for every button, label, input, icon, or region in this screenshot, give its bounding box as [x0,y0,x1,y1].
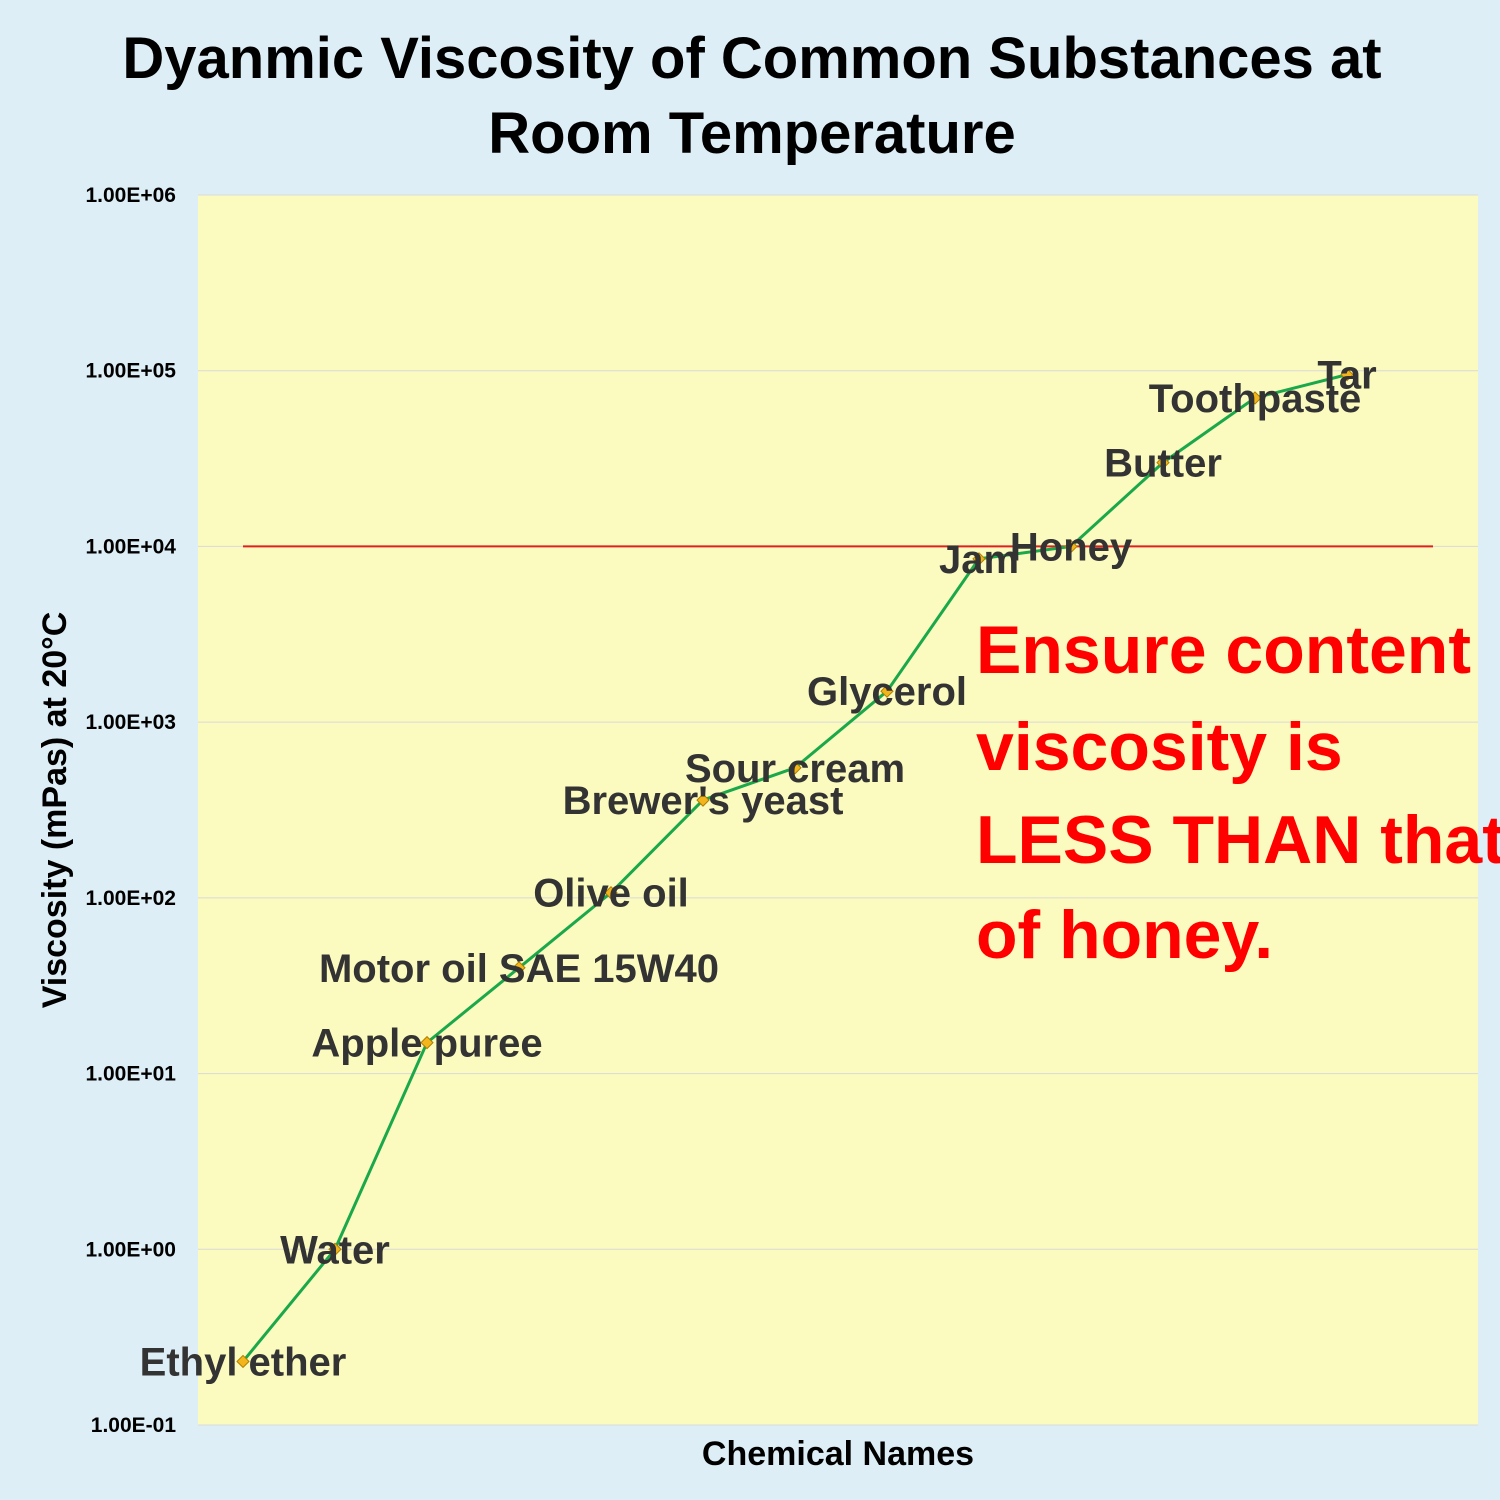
y-tick-label: 1.00E-01 [91,1414,177,1437]
y-tick-label: 1.00E+05 [85,360,176,383]
data-point-marker [1064,539,1078,554]
data-point-marker [788,761,802,775]
y-axis-ticks: 1.00E-01 1.00E+00 1.00E+01 1.00E+02 1.00E+03… [85,184,176,1437]
data-label: Apple puree [311,1022,542,1066]
data-point-marker [880,684,894,698]
data-label: Honey [1010,525,1133,569]
y-tick-label: 1.00E+00 [85,1238,176,1261]
data-label: Jam [939,538,1019,582]
data-point-marker [1248,391,1262,405]
series-markers [236,367,1354,1369]
y-tick-label: 1.00E+03 [85,711,176,734]
data-point-marker [328,1242,342,1256]
point-labels: Ethyl ether Water Apple puree Motor oil SAE… [140,354,1377,1385]
data-point-marker [1156,455,1170,470]
y-tick-label: 1.00E+04 [85,535,176,558]
data-label: Water [280,1228,390,1272]
data-label: Ethyl ether [140,1340,347,1384]
data-label: Sour cream [685,747,905,791]
annotation-line-1: Ensure content [976,612,1471,688]
annotation-line-2: viscosity is [976,709,1343,785]
chart-title-line-2: Room Temperature [488,101,1015,166]
plot-area [198,195,1478,1425]
y-tick-label: 1.00E+02 [85,887,176,910]
data-point-marker [604,885,618,900]
data-label: Tar [1317,354,1376,398]
data-point-marker [420,1035,434,1050]
annotation-line-3: LESS THAN that [976,802,1500,878]
y-axis-label: Viscosity (mPas) at 20°C [36,612,74,1009]
data-label: Motor oil SAE 15W40 [319,947,719,991]
data-label: Butter [1104,442,1222,486]
chart-title-line-1: Dyanmic Viscosity of Common Substances a… [122,26,1381,91]
data-point-marker [1340,367,1354,382]
data-point-marker [236,1354,250,1369]
annotation-line-4: of honey. [976,897,1273,973]
data-label: Toothpaste [1149,377,1362,421]
x-axis-label: Chemical Names [702,1435,974,1473]
data-point-marker [972,552,986,566]
data-label: Brewer's yeast [563,779,844,823]
data-point-marker [696,793,710,807]
y-tick-label: 1.00E+06 [85,184,176,207]
y-tick-label: 1.00E+01 [85,1063,176,1086]
data-point-marker [512,961,526,975]
data-label: Olive oil [533,872,689,916]
data-label: Glycerol [807,670,967,714]
